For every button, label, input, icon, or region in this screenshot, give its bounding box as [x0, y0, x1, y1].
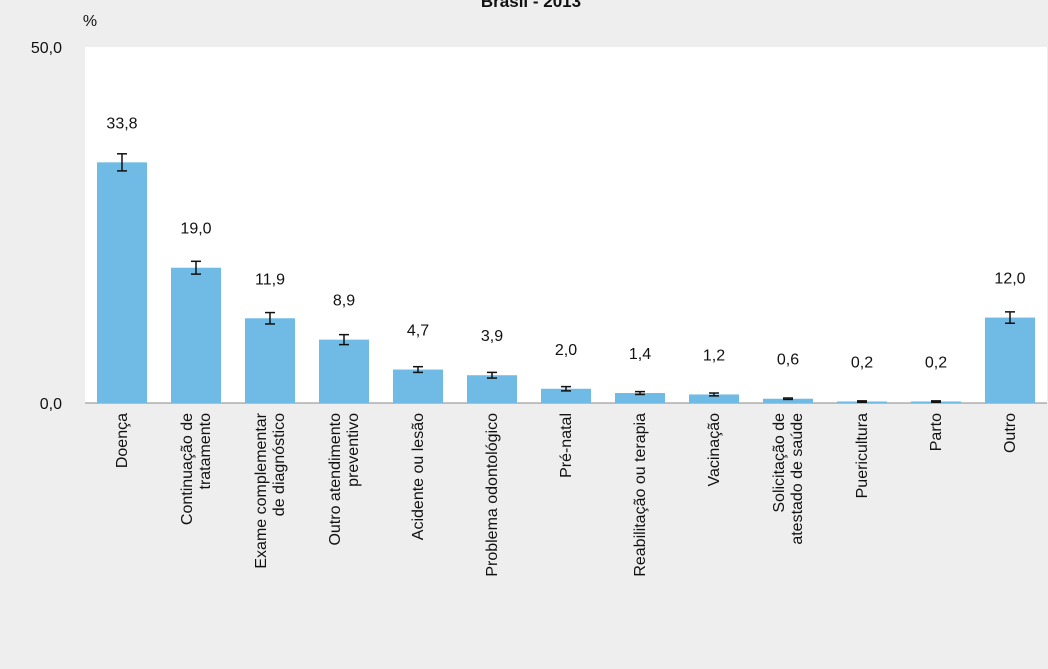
- x-tick-label-line: Outro: [1002, 413, 1019, 453]
- x-tick-label-line: tratamento: [197, 413, 214, 490]
- x-tick-label-line: Reabilitação ou terapia: [632, 413, 649, 577]
- data-label: 3,9: [481, 328, 503, 345]
- x-tick-label: Doença: [114, 413, 131, 468]
- bar: [171, 267, 221, 403]
- x-tick-label-line: Solicitação de: [771, 413, 788, 513]
- x-tick-label-line: Parto: [928, 413, 945, 451]
- bar: [319, 339, 369, 403]
- data-label: 8,9: [333, 293, 355, 310]
- x-tick-label: Solicitação deatestado de saúde: [771, 413, 806, 545]
- y-axis-label: %: [83, 13, 97, 30]
- data-label: 11,9: [255, 271, 285, 288]
- x-tick-label: Parto: [928, 413, 945, 451]
- x-tick-label: Reabilitação ou terapia: [632, 413, 649, 577]
- x-tick-label-line: preventivo: [345, 413, 362, 487]
- x-tick-label-line: Pré-natal: [558, 413, 575, 478]
- x-tick-label-line: Problema odontológico: [484, 413, 501, 577]
- data-label: 1,2: [703, 347, 725, 364]
- bar: [97, 162, 147, 403]
- x-tick-label-line: atestado de saúde: [789, 413, 806, 545]
- x-tick-label-line: Outro atendimento: [327, 413, 344, 546]
- data-label: 0,2: [851, 355, 873, 372]
- x-tick-label-line: de diagnóstico: [271, 413, 288, 516]
- x-tick-label-line: Puericultura: [854, 413, 871, 498]
- x-tick-label: Acidente ou lesão: [410, 413, 427, 540]
- x-tick-label: Problema odontológico: [484, 413, 501, 577]
- bar: [985, 317, 1035, 403]
- bar: [393, 369, 443, 403]
- data-label: 1,4: [629, 346, 651, 363]
- bar: [245, 318, 295, 403]
- data-label: 0,6: [777, 352, 799, 369]
- data-label: 4,7: [407, 323, 429, 340]
- bar: [689, 394, 739, 403]
- x-tick-label-line: Exame complementar: [253, 412, 270, 568]
- data-label: 12,0: [994, 271, 1025, 288]
- x-tick-label: Pré-natal: [558, 413, 575, 478]
- bar: [541, 388, 591, 403]
- x-tick-label: Puericultura: [854, 413, 871, 498]
- y-tick-label-min: 0,0: [40, 396, 62, 413]
- x-tick-label-line: Doença: [114, 413, 131, 468]
- x-tick-label: Outro atendimentopreventivo: [327, 413, 362, 546]
- x-tick-label-line: Acidente ou lesão: [410, 413, 427, 540]
- x-tick-label: Vacinação: [706, 413, 723, 487]
- bar: [615, 393, 665, 403]
- x-tick-label-line: Vacinação: [706, 413, 723, 487]
- bar: [763, 398, 813, 403]
- data-label: 19,0: [180, 221, 211, 238]
- data-label: 0,2: [925, 355, 947, 372]
- x-tick-label: Continuação detratamento: [179, 413, 214, 525]
- y-tick-label-max: 50,0: [31, 40, 62, 57]
- data-label: 33,8: [106, 115, 137, 132]
- x-tick-label-line: Continuação de: [179, 413, 196, 525]
- data-label: 2,0: [555, 342, 577, 359]
- x-tick-label: Exame complementarde diagnóstico: [253, 412, 288, 568]
- chart-marks: 33,8 Doença 19,0 Continuação detratamento 11…: [97, 115, 1035, 577]
- x-tick-label: Outro: [1002, 413, 1019, 453]
- bar: [467, 375, 517, 403]
- chart-title: Brasil - 2013: [481, 0, 581, 11]
